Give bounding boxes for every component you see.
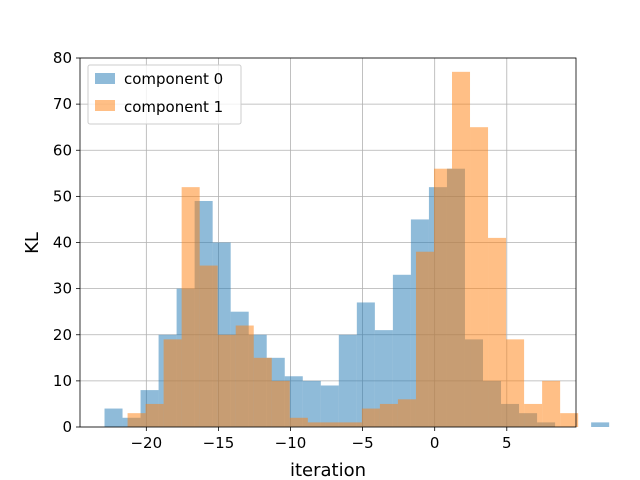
y-tick-label: 50 (53, 187, 72, 205)
x-tick-label: 0 (430, 434, 440, 452)
histogram-bar-component-1 (560, 413, 579, 427)
histogram-bar-component-1 (325, 422, 344, 427)
y-tick-label: 80 (53, 49, 72, 67)
histogram-bar-component-1 (524, 403, 543, 427)
histogram-bar-component-0 (104, 408, 123, 427)
histogram-bar-component-1 (361, 408, 380, 427)
y-tick-label: 20 (53, 326, 72, 344)
histogram-bar-component-0 (302, 380, 321, 427)
legend-label-component-1: component 1 (124, 98, 223, 116)
y-axis-label: KL (22, 232, 43, 254)
histogram-bar-component-1 (253, 357, 272, 427)
histogram-bar-component-1 (163, 339, 182, 427)
histogram-bar-component-0 (338, 334, 357, 427)
histogram-bar-component-0 (591, 422, 610, 427)
histogram-bar-component-1 (542, 380, 561, 427)
y-tick-label: 60 (53, 141, 72, 159)
histogram-bar-component-1 (452, 71, 471, 428)
histogram-bar-component-1 (181, 187, 200, 427)
x-tick-label: −10 (275, 434, 307, 452)
histogram-bar-component-1 (199, 265, 218, 427)
histogram-bar-component-1 (289, 417, 308, 427)
x-axis-label: iteration (290, 460, 366, 480)
histogram-bar-component-1 (235, 325, 254, 427)
x-tick-label: −15 (203, 434, 235, 452)
y-tick-label: 30 (53, 280, 72, 298)
y-tick-label: 40 (53, 234, 72, 252)
legend-swatch-component-1 (95, 100, 115, 111)
histogram-bar-component-1 (488, 237, 507, 427)
histogram-bar-component-0 (374, 330, 393, 427)
histogram-bar-component-0 (320, 385, 339, 427)
x-tick-label: −5 (352, 434, 374, 452)
histogram-bar-component-1 (343, 422, 362, 427)
histogram-bar-component-1 (307, 422, 326, 427)
legend-box (87, 64, 242, 125)
histogram-bar-component-1 (145, 403, 164, 427)
histogram-bar-component-1 (397, 399, 416, 427)
histogram-bar-component-0 (392, 274, 411, 427)
histogram-bars (104, 71, 610, 428)
histogram-bar-component-1 (470, 127, 489, 427)
histogram-bar-component-0 (356, 302, 375, 427)
histogram-bar-component-1 (379, 403, 398, 427)
y-tick-label: 0 (62, 418, 72, 436)
y-tick-label: 10 (53, 372, 72, 390)
x-tick-label: −20 (130, 434, 162, 452)
legend: component 0 component 1 (87, 64, 242, 125)
legend-label-component-0: component 0 (124, 70, 223, 88)
histogram-bar-component-1 (415, 251, 434, 427)
legend-swatch-component-0 (95, 73, 115, 84)
x-tick-label: 5 (502, 434, 512, 452)
histogram-bar-component-1 (127, 413, 146, 427)
histogram-bar-component-1 (506, 339, 525, 427)
histogram-bar-component-1 (271, 380, 290, 427)
histogram-bar-component-1 (433, 168, 452, 427)
histogram-bar-component-1 (217, 334, 236, 427)
y-tick-label: 70 (53, 95, 72, 113)
